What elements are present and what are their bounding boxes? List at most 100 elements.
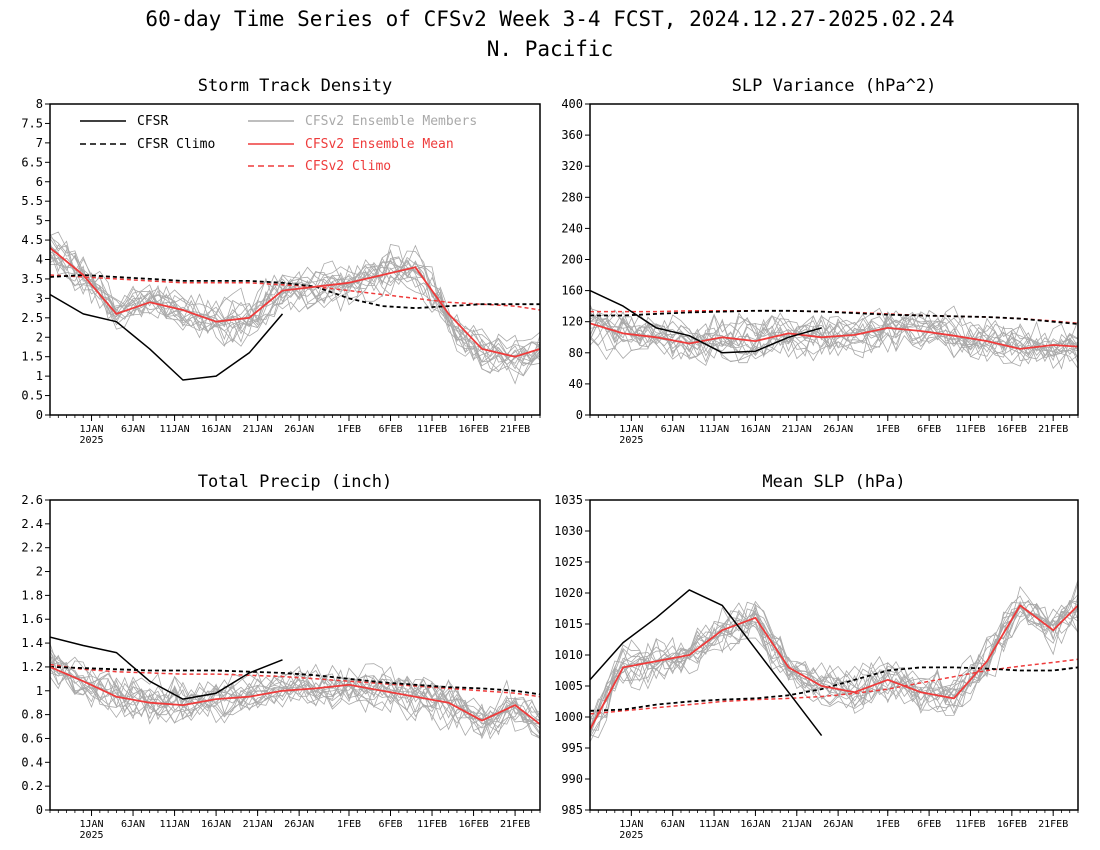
ensemble-member-line (590, 602, 1078, 729)
x-tick-label: 11JAN (160, 424, 190, 435)
y-tick-label: 240 (561, 221, 583, 235)
ensemble-member-line (590, 319, 1078, 365)
ensemble-member-line (50, 251, 540, 363)
y-tick-label: 1005 (554, 679, 583, 693)
y-tick-label: 0.5 (21, 389, 43, 403)
plot-frame (49, 499, 541, 811)
x-year-label: 2025 (619, 830, 643, 841)
y-tick-label: 985 (561, 803, 583, 817)
legend-label: CFSR (137, 114, 168, 129)
y-tick-label: 6 (36, 175, 43, 189)
x-tick-label: 21FEB (1038, 819, 1068, 830)
panel-title: SLP Variance (hPa^2) (732, 76, 937, 96)
series-cfsr (590, 289, 822, 354)
x-tick-label: 21JAN (782, 819, 812, 830)
series-cfsr (50, 293, 284, 381)
y-tick-label: 1020 (554, 586, 583, 600)
x-tick-label: 21JAN (782, 424, 812, 435)
legend-label: CFSv2 Climo (305, 159, 391, 174)
y-tick-label: 0 (36, 803, 43, 817)
y-tick-label: 0 (576, 408, 583, 422)
figure-title-line1: 60-day Time Series of CFSv2 Week 3-4 FCS… (145, 7, 954, 31)
series-cfsr (590, 589, 823, 737)
x-tick-label: 11FEB (955, 819, 985, 830)
x-tick-label: 11FEB (417, 819, 447, 830)
legend-label: CFSv2 Ensemble Members (305, 114, 477, 129)
ensemble-member-line (590, 309, 1078, 362)
y-tick-label: 1015 (554, 617, 583, 631)
series-cfsv2-ensemble-mean (50, 247, 540, 358)
series-line-cfsr (590, 289, 822, 354)
y-tick-label: 1.5 (21, 350, 43, 364)
x-tick-label: 6JAN (661, 819, 685, 830)
y-tick-label: 2.6 (21, 493, 43, 507)
legend-label: CFSv2 Ensemble Mean (305, 137, 454, 152)
ensemble-member-line (590, 602, 1078, 723)
x-tick-label: 6JAN (121, 424, 145, 435)
y-tick-label: 0 (36, 408, 43, 422)
y-tick-label: 1030 (554, 524, 583, 538)
y-tick-label: 160 (561, 284, 583, 298)
y-tick-label: 7 (36, 136, 43, 150)
x-tick-label: 1JAN (619, 424, 643, 435)
ensemble-member-line (50, 245, 540, 377)
ensemble-member-line (590, 313, 1078, 362)
x-tick-label: 1FEB (876, 819, 900, 830)
y-tick-label: 0.2 (21, 779, 43, 793)
y-tick-label: 990 (561, 772, 583, 786)
ensemble-member-line (50, 233, 540, 366)
plot-frame (589, 499, 1079, 811)
panel-total-precip-inch: Total Precip (inch) 0 0.2 0.4 0.6 0.8 1 1.2 1.4 1… (21, 472, 541, 841)
ensemble-member-line (50, 231, 540, 371)
ensemble-member-line (50, 250, 540, 358)
ensemble-member-line (590, 601, 1078, 736)
x-tick-label: 16JAN (740, 819, 770, 830)
series-cfsv2-climo (590, 658, 1078, 715)
x-tick-label: 16FEB (997, 424, 1027, 435)
legend-item-cfsv2-climo: CFSv2 Climo (248, 159, 391, 174)
y-tick-label: 1035 (554, 493, 583, 507)
series-line-cfsr (590, 589, 823, 737)
panel-mean-slp-hpa: Mean SLP (hPa) 985 990 995 1000 1005 1010 1015 1… (554, 472, 1079, 841)
ensemble-member-line (50, 241, 540, 363)
x-tick-label: 16FEB (997, 819, 1027, 830)
y-tick-label: 280 (561, 190, 583, 204)
panel-title: Mean SLP (hPa) (762, 472, 905, 492)
series-line-cfsv2-ensemble-mean (590, 322, 1078, 350)
y-tick-label: 4.5 (21, 233, 43, 247)
y-tick-label: 1.8 (21, 588, 43, 602)
x-tick-label: 21JAN (243, 424, 273, 435)
ensemble-member-line (50, 663, 540, 721)
x-tick-label: 1FEB (876, 424, 900, 435)
y-tick-label: 80 (569, 346, 583, 360)
x-tick-label: 26JAN (823, 424, 853, 435)
x-tick-label: 26JAN (823, 819, 853, 830)
panel-title: Total Precip (inch) (198, 472, 392, 492)
x-tick-label: 21FEB (500, 424, 530, 435)
y-tick-label: 40 (569, 377, 583, 391)
x-tick-label: 11JAN (699, 424, 729, 435)
y-tick-label: 200 (561, 253, 583, 267)
series-cfsr-climo (590, 309, 1078, 325)
x-tick-label: 11JAN (699, 819, 729, 830)
y-tick-label: 0.4 (21, 755, 43, 769)
y-tick-label: 0.8 (21, 708, 43, 722)
y-tick-label: 5.5 (21, 194, 43, 208)
series-cfsv2-climo (50, 274, 540, 311)
ensemble-member-line (50, 251, 540, 385)
ensemble-member-line (50, 657, 540, 736)
ensemble-member-line (590, 315, 1078, 363)
y-tick-label: 2.4 (21, 517, 43, 531)
plot-frame (589, 103, 1079, 416)
series-cfsv2-ensemble-mean (590, 604, 1078, 730)
x-tick-label: 6JAN (661, 424, 685, 435)
x-tick-label: 21JAN (243, 819, 273, 830)
series-cfsv2-ensemble-mean (50, 666, 540, 725)
x-tick-label: 6FEB (378, 819, 402, 830)
legend-item-members: CFSv2 Ensemble Members (248, 114, 477, 129)
ensemble-member-line (590, 315, 1078, 364)
x-tick-label: 1JAN (619, 819, 643, 830)
y-tick-label: 1000 (554, 710, 583, 724)
x-tick-label: 21FEB (1038, 424, 1068, 435)
